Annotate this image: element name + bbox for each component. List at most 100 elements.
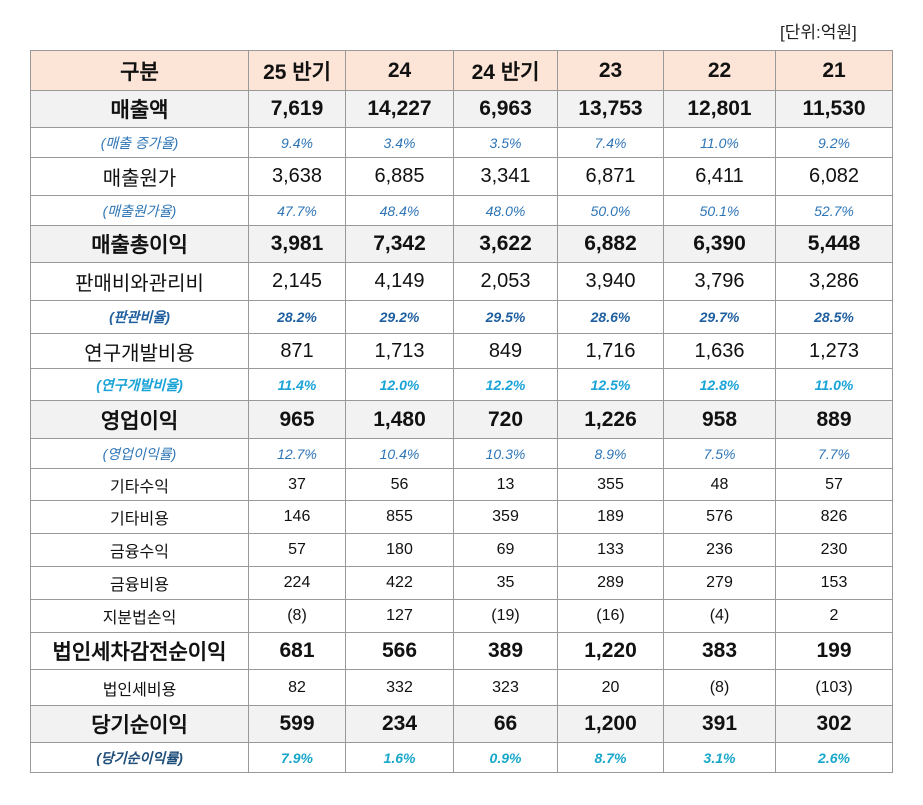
table-cell: 720 <box>453 400 558 439</box>
table-row: 영업이익 965 1,480 720 1,226 958 889 <box>30 400 893 439</box>
row-label: 기타비용 <box>30 500 249 534</box>
table-cell: 11.4% <box>248 368 346 401</box>
table-cell: 826 <box>775 500 893 534</box>
table-cell: 2 <box>775 599 893 633</box>
row-label: (영업이익률) <box>30 438 249 469</box>
row-label: (매출 증가율) <box>30 127 249 158</box>
table-cell: 13,753 <box>557 90 664 128</box>
table-cell: 0.9% <box>453 742 558 773</box>
table-cell: 855 <box>345 500 454 534</box>
table-cell: 29.5% <box>453 300 558 334</box>
table-row: 기타비용 146 855 359 189 576 826 <box>30 500 893 534</box>
table-cell: 7,342 <box>345 225 454 263</box>
table-cell: 9.2% <box>775 127 893 158</box>
table-cell: 28.6% <box>557 300 664 334</box>
table-cell: 599 <box>248 705 346 743</box>
table-cell: 24 반기 <box>453 50 558 91</box>
table-cell: 3.5% <box>453 127 558 158</box>
table-cell: 6,963 <box>453 90 558 128</box>
table-row: (매출 증가율) 9.4% 3.4% 3.5% 7.4% 11.0% 9.2% <box>30 127 893 158</box>
table-cell: 279 <box>663 566 776 600</box>
table-cell: 1,200 <box>557 705 664 743</box>
table-cell: 66 <box>453 705 558 743</box>
table-cell: 199 <box>775 632 893 670</box>
table-cell: 3,981 <box>248 225 346 263</box>
table-cell: 29.7% <box>663 300 776 334</box>
table-cell: 12.5% <box>557 368 664 401</box>
table-cell: 2,053 <box>453 262 558 301</box>
table-row: 매출원가 3,638 6,885 3,341 6,871 6,411 6,082 <box>30 157 893 196</box>
table-cell: 22 <box>663 50 776 91</box>
row-label: 금융비용 <box>30 566 249 600</box>
row-label: 매출총이익 <box>30 225 249 263</box>
table-cell: 1,226 <box>557 400 664 439</box>
table-cell: 2.6% <box>775 742 893 773</box>
table-cell: 48.4% <box>345 195 454 226</box>
table-row: 판매비와관리비 2,145 4,149 2,053 3,940 3,796 3,286 <box>30 262 893 301</box>
row-label: 연구개발비용 <box>30 333 249 369</box>
table-cell: 50.1% <box>663 195 776 226</box>
table-cell: 6,082 <box>775 157 893 196</box>
table-cell: 1.6% <box>345 742 454 773</box>
table-cell: 12.0% <box>345 368 454 401</box>
table-cell: 48.0% <box>453 195 558 226</box>
table-cell: 1,713 <box>345 333 454 369</box>
table-cell: 576 <box>663 500 776 534</box>
table-cell: (19) <box>453 599 558 633</box>
table-cell: 10.4% <box>345 438 454 469</box>
table-cell: 871 <box>248 333 346 369</box>
table-cell: 2,145 <box>248 262 346 301</box>
table-cell: 180 <box>345 533 454 567</box>
table-cell: 35 <box>453 566 558 600</box>
table-cell: 6,885 <box>345 157 454 196</box>
table-cell: 1,273 <box>775 333 893 369</box>
row-label: (매출원가율) <box>30 195 249 226</box>
table-cell: (103) <box>775 669 893 706</box>
table-row: 법인세차감전순이익 681 566 389 1,220 383 199 <box>30 632 893 670</box>
table-row: 법인세비용 82 332 323 20 (8) (103) <box>30 669 893 706</box>
row-label: (당기순이익률) <box>30 742 249 773</box>
table-cell: 681 <box>248 632 346 670</box>
table-cell: 7.5% <box>663 438 776 469</box>
row-label: 법인세비용 <box>30 669 249 706</box>
table-cell: 3,341 <box>453 157 558 196</box>
table-cell: 332 <box>345 669 454 706</box>
table-row: 연구개발비용 871 1,713 849 1,716 1,636 1,273 <box>30 333 893 369</box>
table-cell: 3.1% <box>663 742 776 773</box>
table-cell: 37 <box>248 468 346 501</box>
table-cell: 422 <box>345 566 454 600</box>
row-label: (판관비율) <box>30 300 249 334</box>
table-cell: 889 <box>775 400 893 439</box>
row-label: 매출원가 <box>30 157 249 196</box>
financial-table: 구분 25 반기 24 24 반기 23 22 21 매출액 7,619 14,227 6,963 1… <box>30 50 893 773</box>
table-cell: 24 <box>345 50 454 91</box>
row-label: 기타수익 <box>30 468 249 501</box>
table-cell: 383 <box>663 632 776 670</box>
table-cell: 6,882 <box>557 225 664 263</box>
table-cell: 3,286 <box>775 262 893 301</box>
table-cell: 958 <box>663 400 776 439</box>
row-label: 당기순이익 <box>30 705 249 743</box>
table-cell: 323 <box>453 669 558 706</box>
table-cell: 20 <box>557 669 664 706</box>
table-cell: 28.5% <box>775 300 893 334</box>
table-cell: 127 <box>345 599 454 633</box>
table-row: (영업이익률) 12.7% 10.4% 10.3% 8.9% 7.5% 7.7% <box>30 438 893 469</box>
table-cell: 224 <box>248 566 346 600</box>
table-cell: 11.0% <box>663 127 776 158</box>
table-cell: 566 <box>345 632 454 670</box>
table-cell: 69 <box>453 533 558 567</box>
table-cell: 3,796 <box>663 262 776 301</box>
unit-label: [단위:억원] <box>780 23 857 42</box>
table-cell: 146 <box>248 500 346 534</box>
table-row: 지분법손익 (8) 127 (19) (16) (4) 2 <box>30 599 893 633</box>
table-row: 구분 25 반기 24 24 반기 23 22 21 <box>30 50 893 91</box>
table-cell: 12.7% <box>248 438 346 469</box>
table-cell: 1,220 <box>557 632 664 670</box>
table-row: (당기순이익률) 7.9% 1.6% 0.9% 8.7% 3.1% 2.6% <box>30 742 893 773</box>
row-label: 매출액 <box>30 90 249 128</box>
table-cell: 391 <box>663 705 776 743</box>
table-cell: 7.7% <box>775 438 893 469</box>
table-cell: 47.7% <box>248 195 346 226</box>
table-cell: 7.4% <box>557 127 664 158</box>
